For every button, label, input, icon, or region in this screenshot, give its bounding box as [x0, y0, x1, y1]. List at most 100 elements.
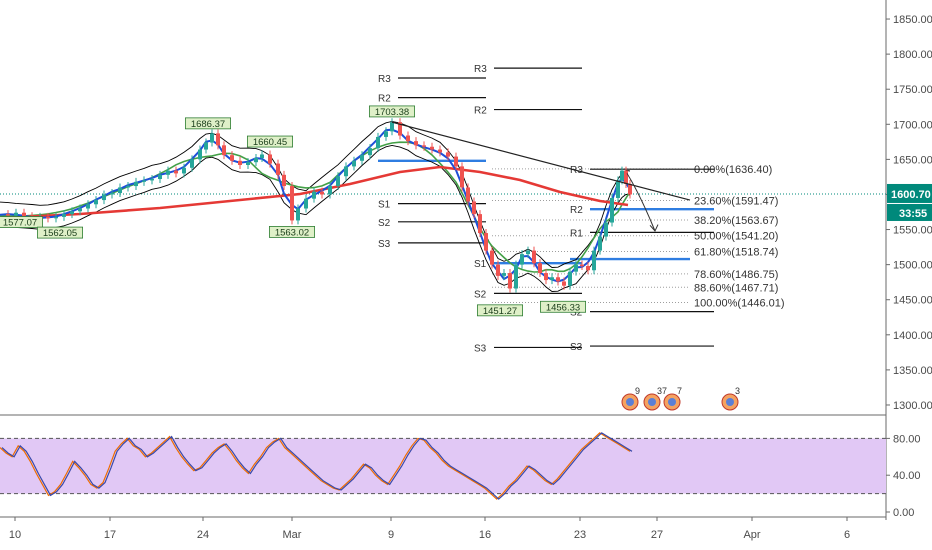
candle-body: [454, 156, 458, 167]
projection-arrow: [626, 173, 656, 232]
fibonacci-tool[interactable]: 0.00%(1636.40) 23.60%(1591.47) 38.20%(1563…: [492, 164, 785, 310]
pivot-label: R2: [570, 205, 583, 216]
candle-body: [296, 208, 300, 221]
time-tick-label: 6: [844, 529, 850, 541]
time-tick-label: Mar: [283, 529, 302, 541]
price-tick-label: 1800.00: [893, 49, 932, 61]
candle-body: [502, 273, 506, 276]
price-axis[interactable]: 1300.00 1350.00 1400.00 1450.00 1500.00 1550.…: [886, 14, 932, 519]
candle-body: [230, 155, 234, 161]
event-icon-core: [668, 398, 676, 406]
trend-tools[interactable]: [391, 121, 691, 232]
bollinger-upper: [0, 120, 631, 268]
swing-label-box: [540, 300, 587, 313]
candle-body: [438, 149, 442, 153]
pivot-label: R3: [378, 74, 391, 85]
candle-body: [210, 133, 214, 143]
rsi-tick-label: 40.00: [893, 470, 921, 482]
time-tick-label: 27: [651, 529, 663, 541]
rsi-pane: [0, 432, 886, 500]
pivot-label: S2: [570, 308, 583, 319]
time-tick-label: 23: [574, 529, 586, 541]
candle-body: [390, 122, 394, 132]
fib-level-label: 61.80%(1518.74): [694, 246, 778, 258]
price-pane: [0, 0, 887, 520]
candle-body: [562, 281, 566, 286]
pivot-label: R2: [378, 94, 391, 105]
price-tick-label: 1400.00: [893, 330, 932, 342]
candle-body: [110, 193, 114, 195]
time-axis[interactable]: 10 17 24 Mar 9 16 23 27 Apr 6: [9, 517, 850, 541]
candle-body: [312, 191, 316, 199]
candle-body: [508, 273, 512, 289]
candle-body: [466, 187, 470, 202]
candle-body: [268, 154, 272, 164]
candle-body: [94, 200, 98, 205]
event-icon-core: [648, 398, 656, 406]
event-count: 37: [657, 386, 667, 396]
event-icon-core: [726, 398, 734, 406]
countdown-tag: [887, 203, 932, 221]
candle-body: [78, 208, 82, 212]
candle-body: [54, 216, 58, 219]
fib-level-label: 23.60%(1591.47): [694, 195, 778, 207]
candle-body: [86, 204, 90, 209]
swing-label-box: [37, 226, 84, 239]
price-tick-label: 1700.00: [893, 119, 932, 131]
event-markers[interactable]: 9 37 7 3: [621, 386, 740, 411]
ma-red: [0, 165, 629, 220]
candle-body: [538, 263, 542, 274]
swing-label-text: 1703.38: [375, 107, 409, 118]
price-tick-label: 1550.00: [893, 225, 932, 237]
fib-level-label: 78.60%(1486.75): [694, 269, 778, 281]
candle-body: [260, 154, 264, 158]
candle-body: [544, 273, 548, 281]
pivot-label: S3: [474, 343, 487, 354]
candle-body: [320, 191, 324, 195]
candle-body: [526, 250, 530, 255]
pivot-label: S2: [378, 218, 391, 229]
swing-label-box: [368, 105, 415, 118]
candle-body: [460, 166, 464, 188]
time-tick-label: 16: [479, 529, 491, 541]
candle-body: [532, 250, 536, 264]
candle-body: [472, 201, 476, 215]
candle-body: [616, 180, 620, 198]
time-tick-label: 9: [388, 529, 394, 541]
candle-body: [384, 131, 388, 137]
swing-label-text: 1660.45: [253, 137, 287, 148]
candle-body: [598, 236, 602, 251]
last-price-value: 1600.70: [891, 189, 931, 201]
candle-body: [568, 271, 572, 286]
candle-body: [430, 146, 434, 150]
candle-body: [102, 194, 106, 201]
rsi-signal-line: [0, 432, 631, 500]
candle-body: [276, 163, 280, 175]
candle-body: [246, 162, 250, 165]
candle-body: [182, 167, 186, 174]
candle-body: [216, 133, 220, 146]
candle-body: [360, 155, 364, 161]
fib-level-label: 100.00%(1446.01): [694, 298, 785, 310]
candle-body: [6, 214, 10, 216]
candle-body: [344, 166, 348, 177]
candle-body: [484, 233, 488, 251]
candle-body: [368, 148, 372, 156]
pivot-label: S2: [474, 289, 487, 300]
candle-body: [398, 122, 402, 136]
price-tick-label: 1850.00: [893, 14, 932, 26]
pivot-label: R3: [474, 64, 487, 75]
swing-label-text: 1577.07: [3, 218, 37, 229]
candle-body: [550, 277, 554, 281]
candle-body: [174, 170, 178, 174]
candle-body: [70, 211, 74, 215]
swing-label-box: [184, 117, 231, 130]
price-tick-label: 1450.00: [893, 295, 932, 307]
price-tick-label: 1750.00: [893, 84, 932, 96]
candle-body: [610, 197, 614, 223]
swing-label-text: 1563.02: [275, 227, 309, 238]
candle-body: [254, 157, 258, 163]
candle-body: [478, 214, 482, 234]
time-tick-label: 17: [104, 529, 116, 541]
